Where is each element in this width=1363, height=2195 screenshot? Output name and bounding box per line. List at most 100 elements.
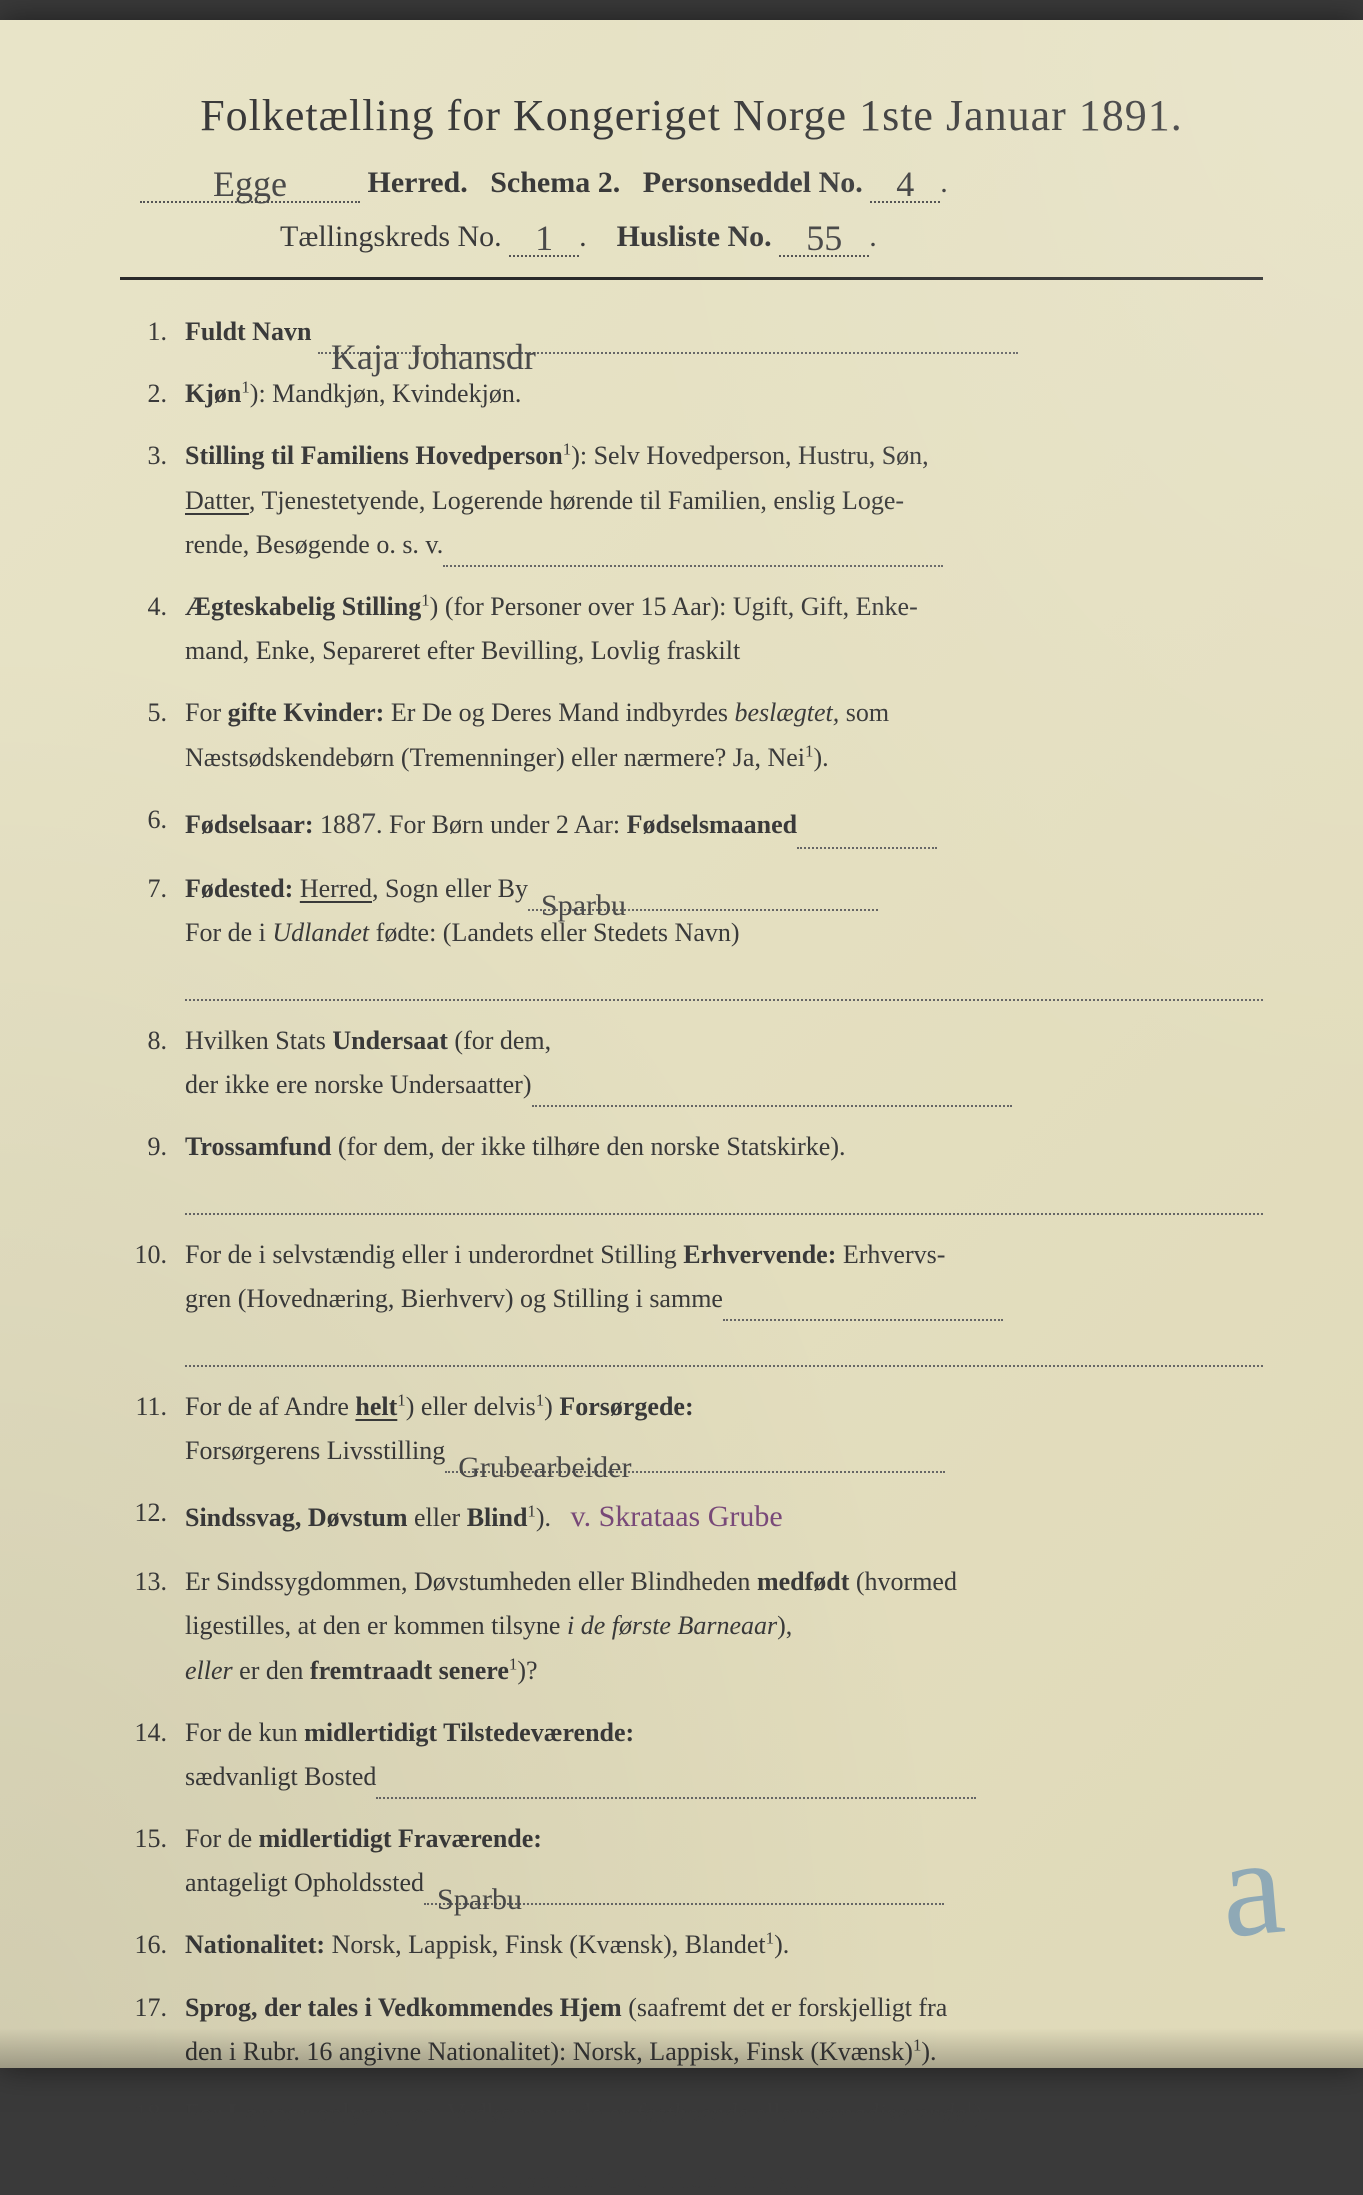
text-13c: ligestilles, at den er kommen tilsyne: [185, 1611, 567, 1640]
content-7: Fødested: Herred, Sogn eller By Sparbu F…: [185, 867, 1263, 1001]
sup-2: 1: [241, 378, 249, 397]
label-16: Nationalitet:: [185, 1930, 325, 1959]
entry-4: 4. Ægteskabelig Stilling1) (for Personer…: [130, 585, 1263, 673]
kreds-field: 1: [509, 213, 579, 257]
label-11a: helt: [355, 1392, 397, 1421]
husliste-value: 55: [806, 218, 842, 258]
text-12b: ).: [536, 1503, 551, 1532]
label-18: Lapper: [228, 2099, 310, 2128]
text-11a: For de af Andre: [185, 1392, 355, 1421]
text-15b: antageligt Opholdssted: [185, 1868, 424, 1897]
text-5a: For: [185, 698, 228, 727]
label-2: Kjøn: [185, 379, 241, 408]
num-2: 2.: [130, 372, 185, 416]
text-18b: oplyses, om Vedkommende er: [310, 2099, 636, 2128]
text-16b: ).: [774, 1930, 789, 1959]
kreds-value: 1: [535, 218, 553, 258]
label-17: Sprog, der tales i Vedkommendes Hjem: [185, 1993, 622, 2022]
residence-value: Sparbu: [437, 1883, 522, 1916]
text-6a: . For Børn under 2 Aar:: [376, 810, 627, 839]
name-field: Kaja Johansdr: [318, 323, 1018, 354]
herred-underline: Herred: [300, 874, 372, 903]
content-1: Fuldt Navn Kaja Johansdr: [185, 310, 1263, 354]
label-5: gifte Kvinder:: [228, 698, 385, 727]
text-17a: (saafremt det er forskjelligt fra: [622, 1993, 948, 2022]
residence-field: Sparbu: [424, 1874, 944, 1905]
entry-5: 5. For gifte Kvinder: Er De og Deres Man…: [130, 691, 1263, 779]
prefix-6: 18: [314, 810, 347, 839]
text-3b: , Tjenestetyende, Logerende hørende til …: [249, 486, 904, 515]
census-form-page: Folketælling for Kongeriget Norge 1ste J…: [0, 20, 1363, 2068]
num-7: 7.: [130, 867, 185, 1001]
label-11b: Forsørgede:: [559, 1392, 693, 1421]
entry-9: 9. Trossamfund (for dem, der ikke tilhør…: [130, 1125, 1263, 1215]
num-15: 15.: [130, 1817, 185, 1905]
label-9: Trossamfund: [185, 1132, 331, 1161]
italic-13b: eller: [185, 1656, 233, 1685]
footnote-sup: 1: [180, 2166, 191, 2183]
entry-2: 2. Kjøn1): Mandkjøn, Kvindekjøn.: [130, 372, 1263, 416]
label-1: Fuldt Navn: [185, 317, 311, 346]
italic-13a: i de første Barneaar: [567, 1611, 777, 1640]
label-3: Stilling til Familiens Hovedperson: [185, 441, 563, 470]
entry-13: 13. Er Sindssygdommen, Døvstumheden elle…: [130, 1560, 1263, 1693]
num-9: 9.: [130, 1125, 185, 1215]
birthplace-field: Sparbu: [528, 880, 878, 911]
content-2: Kjøn1): Mandkjøn, Kvindekjøn.: [185, 372, 1263, 416]
content-3: Stilling til Familiens Hovedperson1): Se…: [185, 434, 1263, 567]
form-entries: 1. Fuldt Navn Kaja Johansdr 2. Kjøn1): M…: [120, 310, 1263, 2136]
entry-3: 3. Stilling til Familiens Hovedperson1):…: [130, 434, 1263, 567]
content-11: For de af Andre helt1) eller delvis1) Fo…: [185, 1385, 1263, 1473]
label-12: Sindssvag, Døvstum: [185, 1503, 408, 1532]
page-shadow: [0, 2028, 1363, 2068]
num-14: 14.: [130, 1711, 185, 1799]
text-5d: Næstsødskendebørn (Tremenninger) eller n…: [185, 743, 805, 772]
dots-10b: [185, 1325, 1263, 1367]
provider-field: Grubearbeider: [445, 1442, 945, 1473]
dots-6: [797, 818, 937, 849]
label-4: Ægteskabelig Stilling: [185, 592, 421, 621]
label-6: Fødselsaar:: [185, 810, 314, 839]
text-10c: gren (Hovednæring, Bierhverv) og Stillin…: [185, 1284, 723, 1313]
entry-6: 6. Fødselsaar: 1887. For Børn under 2 Aa…: [130, 798, 1263, 849]
content-4: Ægteskabelig Stilling1) (for Personer ov…: [185, 585, 1263, 673]
dots-9: [185, 1173, 1263, 1215]
content-16: Nationalitet: Norsk, Lappisk, Finsk (Kvæ…: [185, 1923, 1263, 1967]
text-18d: ).: [974, 2099, 989, 2128]
text-5b: Er De og Deres Mand indbyrdes: [384, 698, 734, 727]
label-13: medfødt: [757, 1567, 849, 1596]
text-7b: For de i: [185, 918, 272, 947]
label-10: Erhvervende:: [683, 1240, 836, 1269]
sup-18: 1: [966, 2097, 974, 2116]
text-13f: )?: [517, 1656, 537, 1685]
divider: [120, 277, 1263, 280]
text-3a: ): Selv Hovedperson, Hustru, Søn,: [571, 441, 928, 470]
purple-annotation: v. Skrataas Grube: [571, 1500, 783, 1533]
text-13e: er den: [233, 1656, 310, 1685]
provider-value: Grubearbeider: [458, 1451, 631, 1484]
herred-field: Egge: [140, 159, 360, 203]
label-13b: fremtraadt senere: [310, 1656, 509, 1685]
text-11c: ): [544, 1392, 559, 1421]
text-8b: (for dem,: [448, 1026, 551, 1055]
entry-15: 15. For de midlertidigt Fraværende: anta…: [130, 1817, 1263, 1905]
entry-11: 11. For de af Andre helt1) eller delvis1…: [130, 1385, 1263, 1473]
text-15a: For de: [185, 1824, 259, 1853]
text-5e: ).: [813, 743, 828, 772]
sup-11a: 1: [397, 1390, 405, 1409]
content-9: Trossamfund (for dem, der ikke tilhøre d…: [185, 1125, 1263, 1215]
label-7: Fødested:: [185, 874, 293, 903]
content-6: Fødselsaar: 1887. For Børn under 2 Aar: …: [185, 798, 1263, 849]
datter-underline: Datter: [185, 486, 249, 515]
num-10: 10.: [130, 1233, 185, 1367]
dots-10a: [723, 1290, 1003, 1321]
text-18a: For: [185, 2099, 228, 2128]
text-4a: ) (for Personer over 15 Aar): Ugift, Gif…: [430, 592, 918, 621]
italic-18a: fastboende: [636, 2099, 755, 2128]
num-18: 18.: [130, 2092, 185, 2136]
label-6b: Fødselsmaaned: [627, 810, 797, 839]
text-13d: ),: [777, 1611, 792, 1640]
num-1: 1.: [130, 310, 185, 354]
sup-16: 1: [766, 1929, 774, 1948]
footnote-text: ) De for hvert Tilfælde passende Ord und…: [191, 2168, 828, 2194]
